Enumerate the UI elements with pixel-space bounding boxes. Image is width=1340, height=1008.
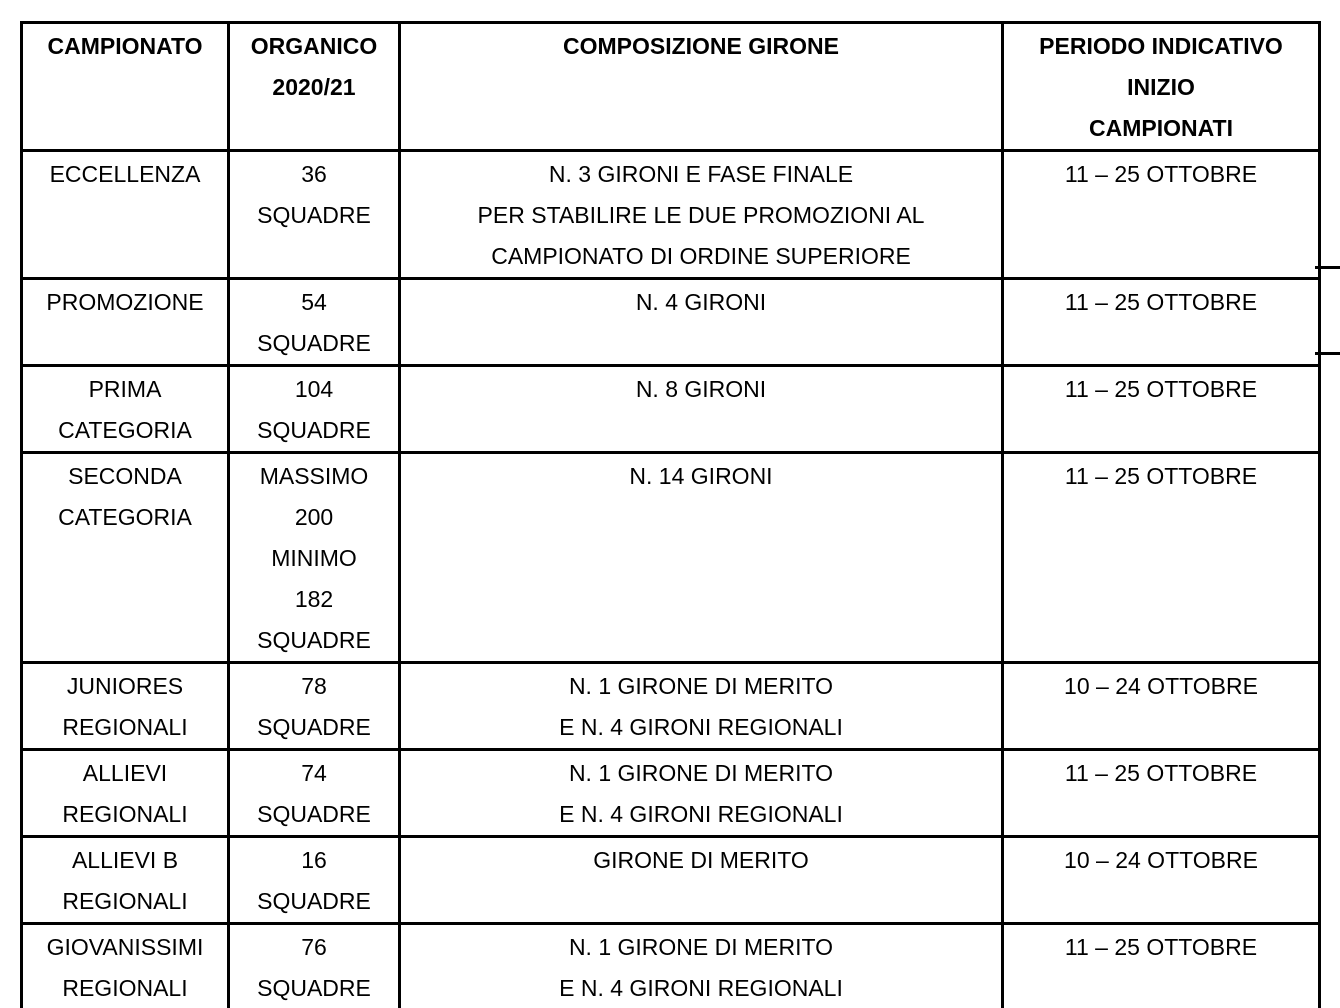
header-cell-campionato: CAMPIONATO [20,21,230,152]
cell-campionato: ALLIEVI B REGIONALI [20,835,230,925]
header-cell-composizione: COMPOSIZIONE GIRONE [398,21,1004,152]
header-cell-organico: ORGANICO 2020/21 [227,21,401,152]
table-row: PRIMA CATEGORIA 104 SQUADRE N. 8 GIRONI … [20,364,1321,454]
cell-composizione: N. 3 GIRONI E FASE FINALE PER STABILIRE … [398,149,1004,280]
cell-organico: MASSIMO 200 MINIMO 182 SQUADRE [227,451,401,664]
championships-table: CAMPIONATO ORGANICO 2020/21 COMPOSIZIONE… [20,21,1321,1008]
header-cell-periodo: PERIODO INDICATIVO INIZIO CAMPIONATI [1001,21,1321,152]
cell-campionato: GIOVANISSIMI REGIONALI [20,922,230,1008]
cell-campionato: PRIMA CATEGORIA [20,364,230,454]
cell-periodo: 11 – 25 OTTOBRE [1001,149,1321,280]
cell-composizione: N. 4 GIRONI [398,277,1004,367]
cell-campionato: ECCELLENZA [20,149,230,280]
header-row: CAMPIONATO ORGANICO 2020/21 COMPOSIZIONE… [20,21,1321,152]
cell-periodo: 11 – 25 OTTOBRE [1001,451,1321,664]
cell-composizione: N. 1 GIRONE DI MERITO E N. 4 GIRONI REGI… [398,661,1004,751]
cell-composizione: N. 1 GIRONE DI MERITO E N. 4 GIRONI REGI… [398,922,1004,1008]
cell-organico: 76 SQUADRE [227,922,401,1008]
table-row: JUNIORES REGIONALI 78 SQUADRE N. 1 GIRON… [20,661,1321,751]
cell-periodo: 11 – 25 OTTOBRE [1001,277,1321,367]
cell-campionato: SECONDA CATEGORIA [20,451,230,664]
cell-periodo: 11 – 25 OTTOBRE [1001,364,1321,454]
cell-organico: 104 SQUADRE [227,364,401,454]
cell-campionato: PROMOZIONE [20,277,230,367]
cell-periodo: 10 – 24 OTTOBRE [1001,835,1321,925]
cell-composizione: N. 1 GIRONE DI MERITO E N. 4 GIRONI REGI… [398,748,1004,838]
cell-organico: 16 SQUADRE [227,835,401,925]
table-row: ECCELLENZA 36 SQUADRE N. 3 GIRONI E FASE… [20,149,1321,280]
table-row: ALLIEVI B REGIONALI 16 SQUADRE GIRONE DI… [20,835,1321,925]
cell-organico: 74 SQUADRE [227,748,401,838]
cell-organico: 54 SQUADRE [227,277,401,367]
cell-campionato: JUNIORES REGIONALI [20,661,230,751]
cell-organico: 36 SQUADRE [227,149,401,280]
cell-composizione: GIRONE DI MERITO [398,835,1004,925]
cell-organico: 78 SQUADRE [227,661,401,751]
cropped-rule-stub [1315,352,1340,355]
table-row: SECONDA CATEGORIA MASSIMO 200 MINIMO 182… [20,451,1321,664]
table-row: PROMOZIONE 54 SQUADRE N. 4 GIRONI 11 – 2… [20,277,1321,367]
cell-campionato: ALLIEVI REGIONALI [20,748,230,838]
cell-composizione: N. 8 GIRONI [398,364,1004,454]
cell-composizione: N. 14 GIRONI [398,451,1004,664]
cell-periodo: 10 – 24 OTTOBRE [1001,661,1321,751]
cropped-rule-stub [1315,266,1340,269]
table-row: GIOVANISSIMI REGIONALI 76 SQUADRE N. 1 G… [20,922,1321,1008]
table-row: ALLIEVI REGIONALI 74 SQUADRE N. 1 GIRONE… [20,748,1321,838]
cell-periodo: 11 – 25 OTTOBRE [1001,748,1321,838]
cell-periodo: 11 – 25 OTTOBRE [1001,922,1321,1008]
